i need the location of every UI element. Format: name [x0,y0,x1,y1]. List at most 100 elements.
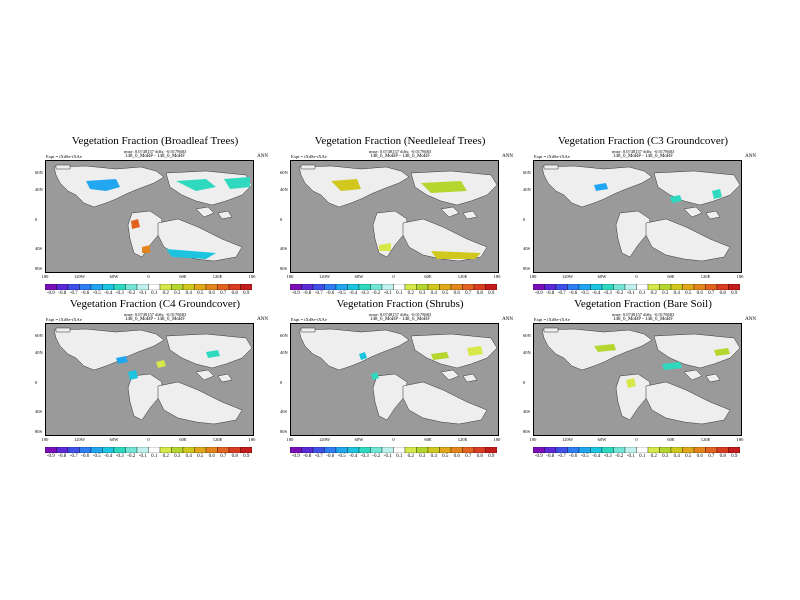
colorbar-swatches [290,284,497,290]
colorbar-swatch [427,284,440,290]
landmass [372,373,408,421]
colorbar-label: 0.9 [731,291,738,296]
lon-label: 120W [319,274,330,279]
colorbar-label: 0.8 [231,454,238,459]
colorbar-label: 0.9 [243,454,250,459]
colorbar-swatch [590,447,603,453]
colorbar-label: 0.3 [662,291,669,296]
map-canvas [534,161,741,272]
anomaly-patch [156,360,166,368]
lon-label: 180 [41,274,49,279]
colorbar-label: 0.2 [407,454,414,459]
landmass [653,333,741,369]
lon-label: 120W [319,437,330,442]
colorbar-label: -0.6 [326,291,335,296]
colorbar-label: -0.5 [92,291,101,296]
landmass [165,333,253,369]
map-canvas [46,324,253,435]
colorbar-swatch [45,447,57,453]
colorbar-swatch [148,284,161,290]
panel-stats: rmse: 0.0748157 diffs: -0.0178683 [611,149,675,154]
lon-label: 180 [248,274,256,279]
colorbar-swatch [125,284,138,290]
colorbar-labels: -0.9 -0.8 -0.7 -0.6 -0.5 -0.4 -0.3 -0.2 -0.1 0.1 0… [290,291,497,299]
map-canvas [291,324,498,435]
panel-experiment: Expt = tXdSe-tXAe [46,154,82,159]
colorbar-label: 0.8 [231,291,238,296]
panel-season: ANN [257,317,268,322]
panel-stats: rmse: 0.0748157 diffs: -0.0178683 [368,312,432,317]
colorbar-label: 0.7 [465,291,472,296]
colorbar-label: 0.1 [639,454,646,459]
landmass [300,327,316,333]
colorbar-label: -0.8 [303,291,312,296]
panel-experiment: Expt = tXdSe-tXAe [291,154,327,159]
anomaly-patch [116,356,128,364]
colorbar-label: -0.4 [349,454,358,459]
anomaly-patch [224,177,250,189]
lon-label: 0 [147,274,150,279]
landmass [298,328,410,371]
colorbar-label: 0.4 [673,291,680,296]
map-panel-c3: Vegetation Fraction (C3 Groundcover) rmse… [523,135,758,305]
lat-label: 40S [35,409,43,414]
colorbar-swatch [485,447,497,453]
lon-axis: 180 120W 60W 0 60E 120E 180 [40,437,258,445]
map-frame [290,323,499,436]
colorbar-swatch [427,447,440,453]
colorbar-label: 0.4 [430,454,437,459]
colorbar-label: 0.1 [396,454,403,459]
colorbar-label: 0.9 [243,291,250,296]
panel-stats: rmse: 0.0748157 diffs: -0.0178683 [123,312,187,317]
lat-label: 60N [35,333,43,338]
colorbar-swatch [301,447,314,453]
colorbar-swatch [324,284,337,290]
lon-label: 0 [392,437,395,442]
colorbar-label: -0.7 [69,291,78,296]
colorbar-label: -0.5 [580,454,589,459]
colorbar-label: 0.8 [719,291,726,296]
colorbar-swatch [90,284,103,290]
colorbar-label: -0.7 [69,454,78,459]
colorbar-label: -0.6 [81,291,90,296]
landmass [440,206,460,218]
colorbar-label: 0.5 [685,291,692,296]
colorbar-label: -0.4 [349,291,358,296]
colorbar-labels: -0.9 -0.8 -0.7 -0.6 -0.5 -0.4 -0.3 -0.2 -0.1 0.1 0… [45,291,252,299]
lon-label: 120E [700,437,711,442]
lat-label: 0 [280,217,283,222]
lon-label: 180 [493,274,501,279]
colorbar-swatches [533,284,740,290]
map-frame [290,160,499,273]
colorbar-swatch [567,284,580,290]
colorbar-label: -0.7 [557,291,566,296]
colorbar-swatch [682,284,695,290]
panel-difference-label: 148_6_MoBP - 148_6_MoBF [124,317,186,322]
colorbar-swatch [136,284,149,290]
anomaly-patch [594,344,616,352]
lat-label: 80S [523,266,531,271]
lon-label: 60W [354,437,364,442]
lat-label: 40S [280,246,288,251]
anomaly-patch [467,346,483,356]
lat-label: 0 [523,217,526,222]
anomaly-patch [662,362,682,370]
colorbar-swatch [67,447,80,453]
colorbar [45,447,252,453]
panel-title: Vegetation Fraction (C3 Groundcover) [557,135,729,147]
colorbar-swatch [358,284,371,290]
lat-label: 0 [35,380,38,385]
landmass [402,381,488,425]
lat-label: 40S [523,409,531,414]
landmass [440,369,460,381]
lat-label: 80S [280,429,288,434]
colorbar-label: 0.6 [696,454,703,459]
colorbar-label: 0.7 [708,454,715,459]
lon-label: 0 [392,274,395,279]
landmass [683,369,703,381]
map-canvas [534,324,741,435]
colorbar-swatch [578,284,591,290]
colorbar-label: 0.4 [430,291,437,296]
lat-label: 40S [523,246,531,251]
colorbar-swatch [182,284,195,290]
